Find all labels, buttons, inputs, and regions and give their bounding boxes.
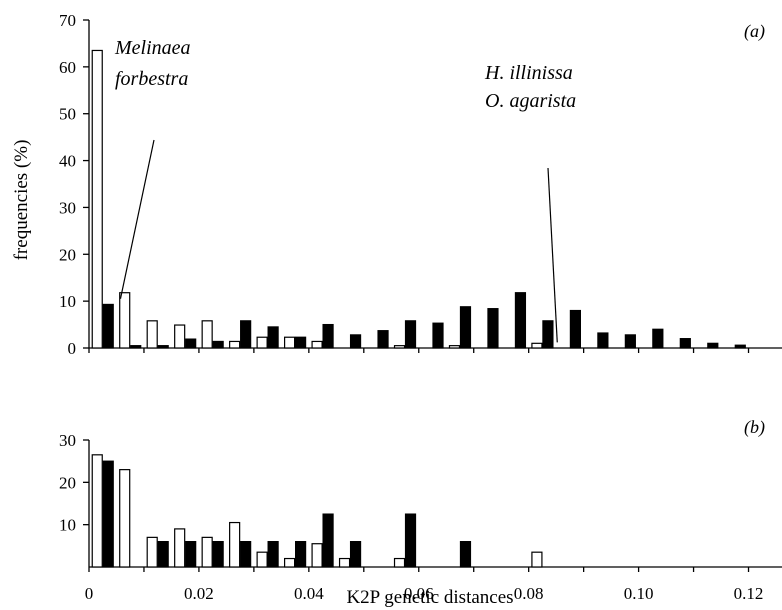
panel-label-a: (a)	[744, 21, 765, 42]
bar-open-b	[174, 528, 186, 568]
x-axis-title: K2P genetic distances	[346, 587, 513, 608]
bar-open-a	[284, 336, 296, 349]
bar-open-b	[393, 557, 406, 568]
bar-filled-a	[624, 334, 636, 349]
y-axis-title-a: frequencies (%)	[11, 140, 32, 261]
y-tick-label-a: 50	[59, 105, 76, 124]
bar-open-b	[531, 551, 543, 568]
y-tick-label-a: 20	[59, 245, 76, 264]
x-tick-label: 0.08	[514, 584, 544, 603]
annotation-hillinissa-line1: H. illinissa	[484, 62, 573, 84]
bar-filled-a	[404, 320, 417, 349]
bar-filled-b	[404, 513, 417, 568]
bar-open-b	[201, 536, 213, 568]
panel-label-b: (b)	[744, 417, 765, 438]
bar-open-a	[201, 320, 213, 349]
bar-filled-a	[212, 340, 224, 349]
bar-open-a	[256, 336, 268, 349]
y-tick-label-b: 30	[59, 431, 76, 450]
bar-filled-a	[349, 334, 362, 349]
bar-filled-a	[707, 342, 719, 349]
bar-open-a	[174, 324, 186, 349]
bar-open-b	[311, 543, 323, 568]
annotation-oagarista-line2: O. agarista	[485, 90, 576, 112]
y-tick-label-a: 40	[59, 152, 76, 171]
bar-filled-b	[295, 540, 307, 568]
y-tick-label-a: 30	[59, 198, 76, 217]
annotation-melinaea-line1: Melinaea	[114, 37, 191, 59]
bar-open-b	[338, 557, 351, 568]
bar-filled-a	[240, 320, 252, 349]
x-tick-label: 0.10	[624, 584, 654, 603]
x-tick-label: 0.06	[404, 584, 434, 603]
bar-open-a	[393, 345, 406, 349]
bar-filled-a	[459, 306, 472, 349]
bar-filled-b	[102, 460, 114, 568]
bar-filled-a	[542, 320, 554, 349]
bar-filled-b	[322, 513, 334, 568]
bar-filled-a	[102, 303, 114, 349]
annotation-melinaea-line2: forbestra	[115, 68, 188, 90]
bar-open-a	[91, 49, 103, 349]
bar-filled-b	[349, 540, 362, 568]
chart-marks: 0 10 20 30 40 50 60 70 10 20 30 0 0.02 0.04 0.06 0.08 0.…	[59, 11, 782, 603]
bar-filled-a	[652, 328, 664, 349]
bar-filled-a	[734, 344, 746, 349]
bar-filled-a	[487, 308, 499, 349]
bar-filled-a	[157, 345, 169, 349]
bar-filled-a	[185, 338, 197, 349]
bar-filled-a	[597, 332, 609, 349]
bar-open-a	[531, 342, 543, 349]
y-tick-label-a: 10	[59, 292, 76, 311]
bar-filled-b	[459, 540, 472, 568]
bar-filled-b	[267, 540, 279, 568]
bar-open-b	[91, 454, 103, 568]
annotation-leader-melinaea	[119, 139, 155, 299]
y-tick-label-a: 60	[59, 58, 76, 77]
bar-open-a	[146, 320, 158, 349]
bar-filled-b	[185, 540, 197, 568]
bar-filled-a	[322, 323, 334, 349]
annotation-leader-hillinissa	[547, 167, 558, 343]
y-tick-label-b: 20	[59, 473, 76, 492]
bar-open-b	[229, 521, 241, 568]
bar-filled-b	[157, 540, 169, 568]
bar-filled-b	[240, 540, 252, 568]
bar-open-a	[311, 340, 323, 349]
x-tick-label: 0.02	[184, 584, 214, 603]
bar-filled-a	[514, 292, 527, 349]
y-tick-label-b: 10	[59, 516, 76, 535]
bar-open-b	[146, 536, 158, 568]
bar-open-b	[119, 469, 131, 568]
bar-open-a	[229, 340, 241, 349]
bar-open-a	[448, 345, 461, 349]
bar-open-b	[256, 551, 268, 568]
bar-filled-a	[295, 336, 307, 349]
bar-filled-a	[130, 345, 142, 349]
bar-open-a	[119, 292, 131, 349]
bar-filled-a	[569, 309, 582, 349]
bar-filled-a	[432, 322, 444, 349]
x-tick-label: 0	[85, 584, 94, 603]
x-tick-label: 0.04	[294, 584, 324, 603]
x-tick-label: 0.12	[734, 584, 764, 603]
bar-filled-a	[679, 338, 691, 349]
bar-filled-a	[377, 330, 389, 349]
bar-filled-a	[267, 326, 279, 349]
bar-filled-b	[212, 540, 224, 568]
y-tick-label-a: 0	[68, 339, 77, 358]
bar-open-b	[284, 557, 296, 568]
y-tick-label-a: 70	[59, 11, 76, 30]
